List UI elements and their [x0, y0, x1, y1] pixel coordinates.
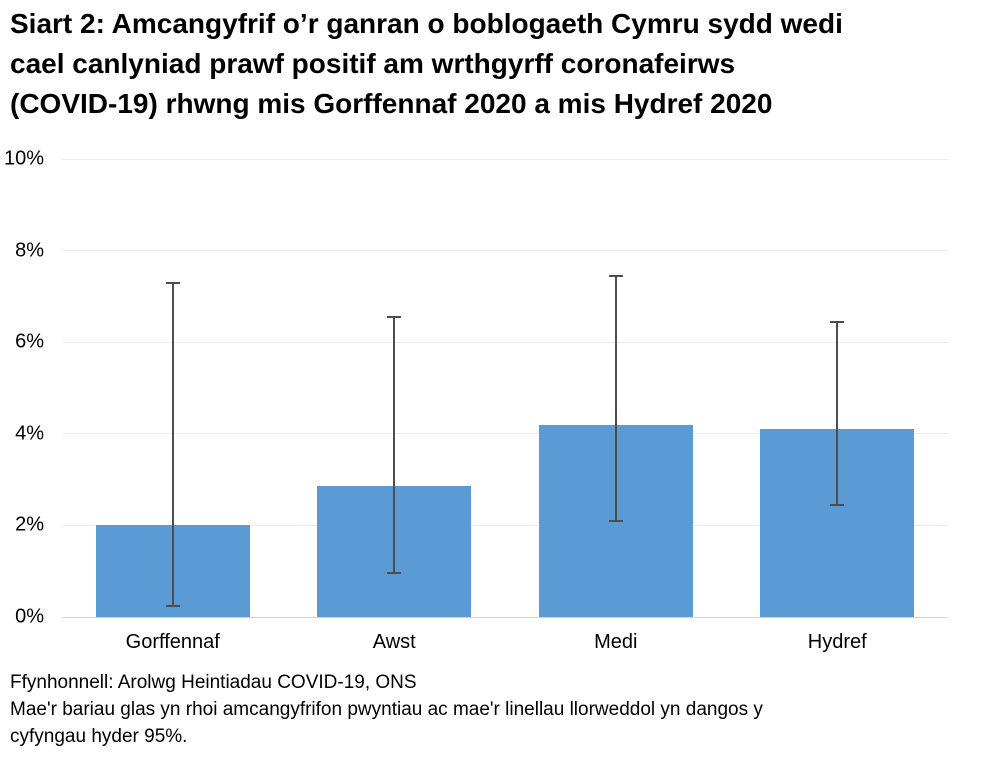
y-tick-label: 8%: [15, 239, 44, 262]
gridline: [62, 524, 948, 526]
error-bar-cap: [165, 281, 180, 284]
source-text: Ffynhonnell: Arolwg Heintiadau COVID-19,…: [10, 672, 417, 693]
y-tick-label: 0%: [15, 605, 44, 628]
error-bar-cap: [387, 572, 402, 575]
chart-title: Siart 2: Amcangyfrif o’r ganran o boblog…: [10, 4, 843, 124]
x-tick-label: Hydref: [807, 631, 867, 653]
error-bar-line: [171, 282, 174, 606]
x-tick-label: Gorffennaf: [125, 631, 220, 653]
x-tick-label: Medi: [594, 631, 638, 653]
y-tick-label: 2%: [15, 513, 44, 536]
chart-title-line-3: (COVID-19) rhwng mis Gorffennaf 2020 a m…: [10, 88, 773, 119]
note-text-line-2: cyfyngau hyder 95%.: [10, 726, 188, 747]
y-tick-label: 6%: [15, 330, 44, 353]
chart-footer: Ffynhonnell: Arolwg Heintiadau COVID-19,…: [10, 669, 763, 750]
error-bar-cap: [608, 519, 623, 522]
gridline: [62, 158, 948, 160]
x-tick-label: Awst: [372, 631, 416, 653]
error-bar-cap: [165, 604, 180, 607]
chart-title-line-1: Siart 2: Amcangyfrif o’r ganran o boblog…: [10, 8, 843, 39]
error-bar-cap: [830, 503, 845, 506]
error-bar-line: [393, 317, 396, 574]
gridline: [62, 433, 948, 435]
error-bar-cap: [387, 316, 402, 318]
error-bar-cap: [608, 274, 623, 277]
note-text-line-1: Mae'r bariau glas yn rhoi amcangyfrifon …: [10, 699, 763, 720]
gridline: [62, 250, 948, 252]
y-tick-label: 4%: [15, 422, 44, 445]
gridline: [62, 341, 948, 343]
chart-title-line-2: cael canlyniad prawf positif am wrthgyrf…: [10, 48, 736, 79]
error-bar-line: [836, 321, 839, 505]
y-axis: 0% 2% 4% 6% 8% 10%: [0, 148, 44, 628]
error-bar-cap: [830, 320, 845, 323]
x-axis: Gorffennaf Awst Medi Hydref: [62, 631, 948, 659]
plot-area: [62, 158, 948, 618]
y-tick-label: 10%: [3, 147, 44, 170]
error-bar-line: [614, 275, 617, 521]
x-axis-baseline: [62, 616, 948, 618]
